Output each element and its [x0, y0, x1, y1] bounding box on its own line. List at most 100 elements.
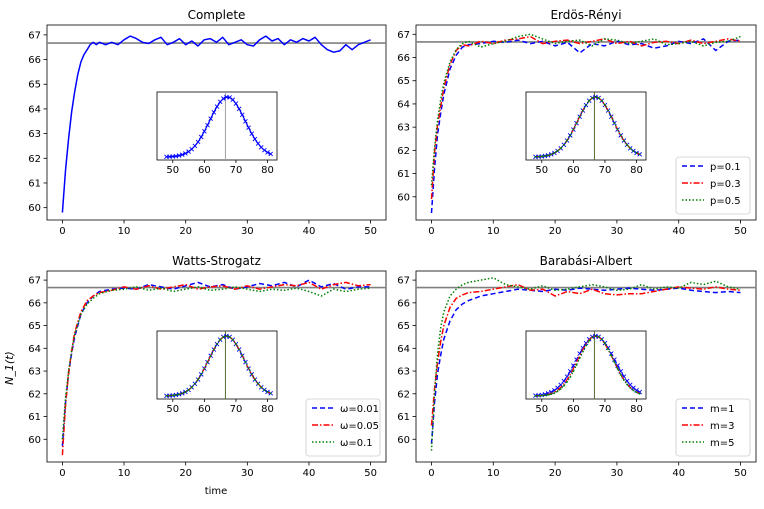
inset-marker [241, 354, 244, 357]
inset-marker [600, 99, 603, 102]
inset-x-tick-label: 70 [230, 404, 243, 415]
legend: p=0.1 p=0.3 p=0.5 [675, 156, 751, 215]
inset: 50 60 70 80 [156, 91, 278, 176]
inset-marker [578, 357, 581, 360]
inset-marker [556, 390, 559, 393]
x-tick-label: 50 [364, 468, 377, 479]
inset-marker [235, 343, 237, 345]
inset-x-tick-label: 50 [535, 404, 548, 415]
inset-marker [547, 393, 550, 396]
inset-marker [181, 392, 184, 395]
inset-marker [638, 392, 641, 395]
inset-marker [540, 394, 543, 397]
inset-marker [244, 361, 247, 364]
inset-marker [260, 386, 263, 389]
inset-marker [622, 379, 625, 381]
x-tick-label: 20 [179, 468, 192, 479]
inset-marker [243, 118, 248, 124]
inset-x-tick-label: 70 [599, 404, 612, 415]
y-tick-label: 66 [397, 53, 410, 64]
inset-marker [613, 122, 616, 125]
inset-marker [567, 369, 573, 374]
legend-label: ω=0.05 [340, 421, 379, 432]
inset-marker [638, 153, 641, 156]
inset-marker [219, 338, 222, 341]
inset-marker [571, 363, 576, 368]
y-tick-label: 65 [28, 321, 41, 332]
y-tick-label: 63 [397, 367, 410, 378]
inset-marker [214, 104, 220, 109]
y-tick-label: 62 [28, 389, 41, 400]
y-tick-label: 63 [397, 123, 410, 134]
inset-marker [591, 97, 594, 99]
inset-marker [220, 96, 226, 101]
inset-series-3 [535, 96, 640, 158]
legend: ω=0.01 ω=0.05 ω=0.1 [305, 398, 381, 457]
inset-marker [216, 343, 218, 345]
inset-marker [202, 129, 207, 134]
x-tick-label: 0 [428, 468, 434, 479]
inset-marker [225, 335, 228, 337]
inset: 50 60 70 80 [156, 330, 278, 415]
inset-marker [212, 348, 215, 351]
x-tick-label: 10 [487, 468, 500, 479]
inset-marker [575, 122, 578, 125]
inset-marker [585, 104, 587, 106]
inset-frame [156, 91, 278, 161]
inset-marker [544, 155, 546, 157]
inset-marker [257, 382, 259, 385]
inset-x-tick-label: 60 [198, 165, 211, 176]
inset-marker [168, 394, 171, 397]
y-tick-label: 64 [28, 104, 41, 115]
inset-marker [186, 149, 191, 154]
plot-frame [46, 270, 387, 463]
x-tick-label: 10 [487, 226, 500, 237]
inset-x-tick-label: 60 [198, 404, 211, 415]
panel-1: Complete 0 10 20 30 40 50 60 61 62 63 64 65 66 67 50 60 7… [28, 8, 387, 237]
inset-marker [209, 354, 212, 357]
inset-frame [525, 91, 647, 161]
inset-marker [206, 361, 209, 364]
inset-marker [632, 150, 635, 152]
inset-marker [572, 128, 575, 131]
series-line-1 [61, 35, 371, 213]
series-line-3 [430, 277, 741, 451]
inset-marker [227, 95, 232, 100]
y-tick-label: 62 [28, 154, 41, 165]
inset-marker [588, 99, 591, 102]
legend-label: p=0.3 [710, 179, 741, 190]
y-tick-label: 64 [28, 344, 41, 355]
series-line-3 [430, 33, 741, 186]
inset-marker [537, 155, 540, 158]
inset-marker [236, 106, 242, 112]
inset-series-3 [535, 335, 640, 397]
panel-title: Watts-Strogatz [172, 254, 261, 268]
legend-label: m=3 [710, 421, 734, 432]
inset-marker [197, 378, 199, 381]
inset-marker [604, 342, 606, 345]
inset-marker [559, 388, 562, 390]
inset-marker [265, 150, 270, 155]
inset-marker [559, 147, 562, 150]
x-tick-label: 0 [59, 226, 65, 237]
inset-marker [597, 335, 600, 338]
inset-frame [525, 330, 647, 400]
inset-marker [262, 147, 267, 153]
inset-marker [195, 139, 201, 145]
series-line-2 [430, 283, 741, 426]
inset-marker [581, 109, 584, 112]
y-tick-label: 61 [28, 412, 41, 423]
inset-marker [252, 136, 258, 142]
inset-marker [537, 394, 540, 397]
inset-marker [171, 394, 174, 397]
inset-marker [203, 367, 206, 370]
y-tick-label: 66 [397, 298, 410, 309]
y-tick-label: 60 [397, 435, 410, 446]
inset-marker [175, 394, 177, 396]
inset-marker [553, 392, 556, 394]
inset-x-tick-label: 50 [166, 165, 179, 176]
inset-marker [578, 115, 581, 118]
inset-marker [205, 122, 210, 128]
inset-marker [268, 151, 274, 157]
